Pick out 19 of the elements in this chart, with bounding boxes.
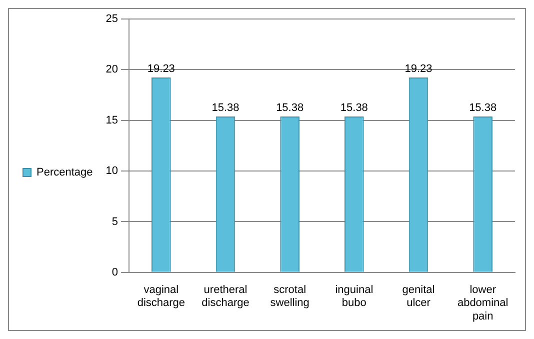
x-tick-label: scrotal swelling — [270, 284, 310, 310]
x-tick-label: genital ulcer — [402, 284, 435, 310]
legend-label: Percentage — [36, 166, 93, 179]
y-tick-label: 0 — [112, 266, 118, 278]
y-tick-label: 15 — [106, 114, 118, 126]
y-tick-label: 5 — [112, 216, 118, 228]
data-label: 19.23 — [404, 63, 432, 76]
x-tick-label: vaginal discharge — [137, 284, 186, 310]
data-label: 15.38 — [469, 102, 497, 114]
y-tick-label: 10 — [106, 165, 118, 178]
x-tick-label: lower abdominal pain — [457, 284, 508, 322]
x-tick-label: uretheral discharge — [202, 284, 250, 310]
data-label: 15.38 — [276, 102, 304, 114]
data-label: 15.38 — [212, 102, 240, 114]
data-label: 15.38 — [340, 102, 368, 114]
y-tick-label: 20 — [106, 64, 118, 76]
x-tick-label: inguinal bubo — [335, 284, 374, 310]
data-label: 19.23 — [147, 63, 175, 76]
y-tick-label: 25 — [106, 13, 118, 26]
